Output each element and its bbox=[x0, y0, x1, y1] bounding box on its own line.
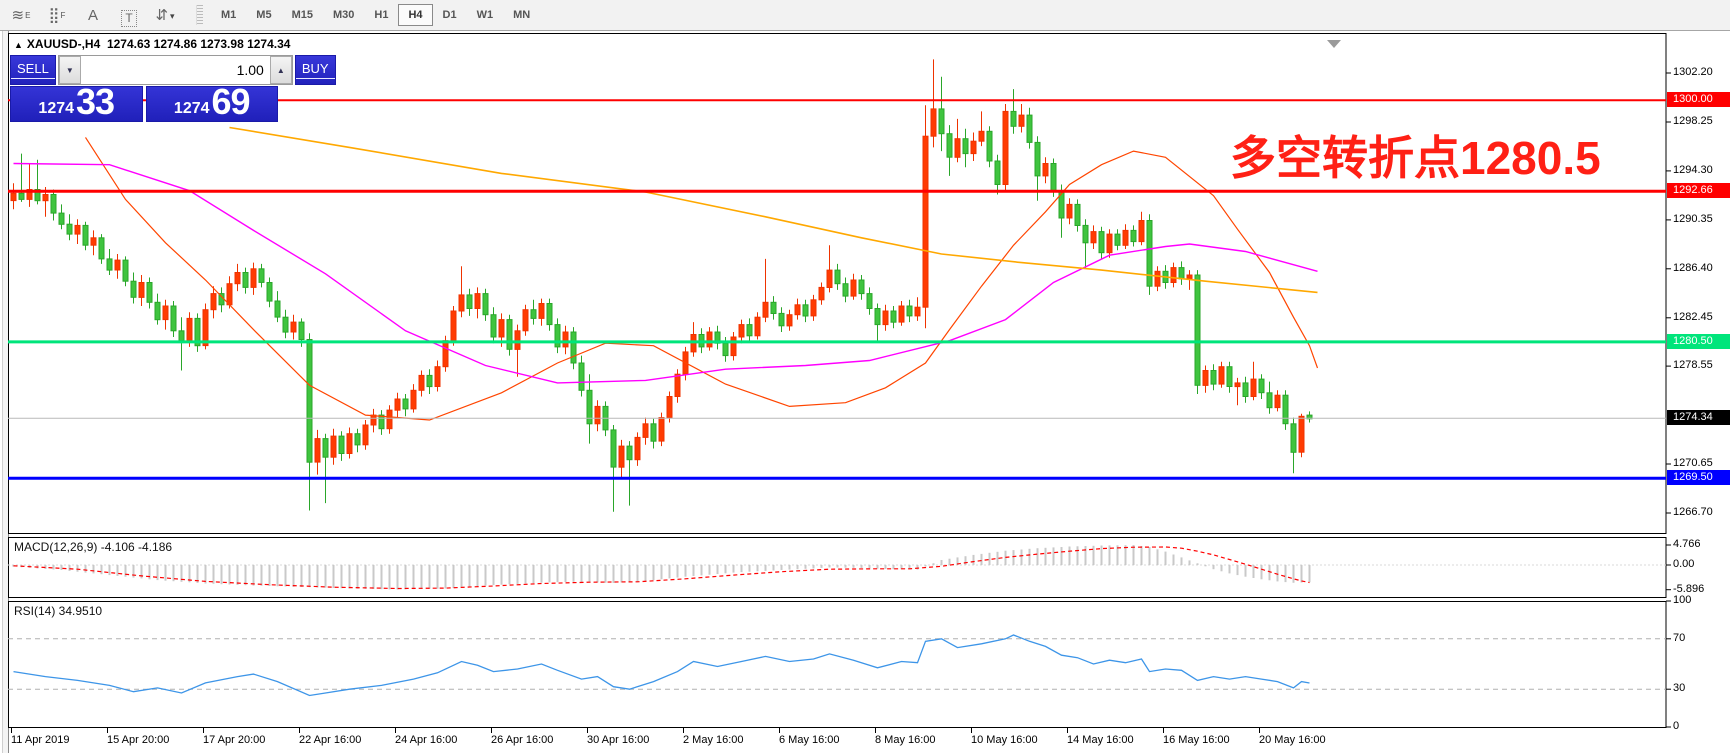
volume-input[interactable] bbox=[80, 56, 270, 84]
level-lines bbox=[8, 40, 1666, 480]
toolbar: ≋ E ⣿ F A T ⇵ ▾ M1 M5 M15 M30 H1 H4 D1 W1 MN bbox=[0, 0, 1730, 31]
equidistant-channel-sub: E bbox=[25, 11, 31, 20]
price-tick-label: 1302.20 bbox=[1673, 66, 1713, 78]
chart-annotation-text: 多空转折点1280.5 bbox=[1230, 132, 1601, 184]
timeframe-button-m15[interactable]: M15 bbox=[291, 9, 313, 21]
macd-panel bbox=[8, 545, 1666, 590]
text-label-icon[interactable]: A bbox=[78, 3, 108, 27]
sell-button[interactable]: SELL bbox=[10, 55, 56, 85]
buy-price-big: 69 bbox=[211, 81, 251, 122]
buy-button[interactable]: BUY bbox=[294, 55, 336, 85]
time-axis-label: 11 Apr 2019 bbox=[11, 734, 70, 746]
ohlc-values: 1274.63 1274.86 1273.98 1274.34 bbox=[106, 37, 291, 51]
chart-shift-marker-icon bbox=[1327, 40, 1341, 48]
axis-ticks bbox=[11, 72, 1671, 733]
rsi-scale-label: 70 bbox=[1673, 632, 1686, 644]
level-price-label: 1269.50 bbox=[1667, 470, 1730, 485]
timeframe-button-m5[interactable]: M5 bbox=[256, 9, 272, 21]
price-tick-label: 1298.25 bbox=[1673, 115, 1713, 127]
price-tick-label: 1286.40 bbox=[1673, 262, 1713, 274]
rsi-panel bbox=[8, 634, 1666, 697]
timeframe-button-m1[interactable]: M1 bbox=[221, 9, 237, 21]
time-axis-label: 6 May 16:00 bbox=[779, 734, 840, 746]
level-price-label: 1300.00 bbox=[1667, 92, 1730, 107]
sell-price-small: 1274 bbox=[38, 100, 75, 117]
chevron-down-icon[interactable]: ▾ bbox=[170, 11, 175, 21]
time-axis-label: 8 May 16:00 bbox=[875, 734, 936, 746]
time-axis-label: 26 Apr 16:00 bbox=[491, 734, 554, 746]
rsi-scale-label: 100 bbox=[1673, 594, 1692, 606]
time-axis-label: 22 Apr 16:00 bbox=[299, 734, 362, 746]
timeframe-button-m30[interactable]: M30 bbox=[332, 9, 355, 21]
one-click-trading-panel: SELL ▼ ▲ BUY 1274 33 1274 69 bbox=[10, 55, 336, 122]
price-tick-label: 1270.65 bbox=[1673, 457, 1713, 469]
text-box-glyph: T bbox=[121, 10, 137, 27]
macd-scale-label: -5.896 bbox=[1673, 583, 1705, 595]
volume-increase-button[interactable]: ▲ bbox=[269, 56, 292, 84]
fibonacci-sub: F bbox=[60, 11, 66, 20]
triangle-down-icon: ▼ bbox=[65, 65, 74, 75]
arrow-objects-glyph: ⇵ bbox=[155, 7, 169, 24]
macd-scale-label: 4.766 bbox=[1673, 538, 1701, 550]
time-axis-label: 24 Apr 16:00 bbox=[395, 734, 458, 746]
text-label-glyph: A bbox=[87, 7, 98, 24]
price-tick-label: 1290.35 bbox=[1673, 213, 1713, 225]
time-axis-label: 15 Apr 20:00 bbox=[107, 734, 170, 746]
buy-price-box[interactable]: 1274 69 bbox=[145, 81, 278, 122]
equidistant-channel-icon[interactable]: ≋ E bbox=[6, 3, 36, 27]
rsi-scale-label: 0 bbox=[1673, 720, 1680, 732]
volume-stepper: ▼ ▲ bbox=[57, 55, 293, 85]
volume-decrease-button[interactable]: ▼ bbox=[58, 56, 81, 84]
price-tick-label: 1266.70 bbox=[1673, 506, 1713, 518]
level-price-label: 1292.66 bbox=[1667, 183, 1730, 198]
fibonacci-glyph: ⣿ bbox=[48, 7, 60, 24]
price-tick-label: 1282.45 bbox=[1673, 311, 1713, 323]
timeframe-button-mn[interactable]: MN bbox=[513, 9, 531, 21]
toolbar-grip-handle[interactable] bbox=[196, 5, 203, 25]
price-tick-label: 1294.30 bbox=[1673, 164, 1713, 176]
level-price-label: 1280.50 bbox=[1667, 334, 1730, 349]
buy-price-small: 1274 bbox=[173, 100, 210, 117]
time-axis-label: 17 Apr 20:00 bbox=[203, 734, 266, 746]
candlesticks bbox=[10, 59, 1313, 512]
moving-averages bbox=[13, 126, 1319, 421]
sell-price-big: 33 bbox=[76, 81, 115, 122]
arrow-objects-icon[interactable]: ⇵ ▾ bbox=[150, 3, 180, 27]
price-tick-label: 1278.55 bbox=[1673, 359, 1713, 371]
rsi-scale-label: 30 bbox=[1673, 682, 1686, 694]
macd-scale-label: 0.00 bbox=[1673, 558, 1695, 570]
timeframe-bar: M1 M5 M15 M30 H1 H4 D1 W1 MN bbox=[211, 4, 540, 26]
fibonacci-icon[interactable]: ⣿ F bbox=[42, 3, 72, 27]
time-axis-label: 20 May 16:00 bbox=[1259, 734, 1326, 746]
current-price-label: 1274.34 bbox=[1667, 410, 1730, 425]
time-axis-label: 2 May 16:00 bbox=[683, 734, 744, 746]
triangle-up-icon: ▲ bbox=[276, 65, 285, 75]
time-axis-label: 14 May 16:00 bbox=[1067, 734, 1134, 746]
timeframe-button-w1[interactable]: W1 bbox=[476, 9, 494, 21]
macd-label: MACD(12,26,9) -4.106 -4.186 bbox=[14, 540, 173, 554]
timeframe-button-h1[interactable]: H1 bbox=[374, 9, 389, 21]
chart-title: ▲ XAUUSD-,H4 1274.63 1274.86 1273.98 1274… bbox=[14, 37, 290, 51]
sell-price-box[interactable]: 1274 33 bbox=[10, 81, 143, 122]
equidistant-channel-glyph: ≋ bbox=[11, 7, 25, 24]
collapse-triangle-icon[interactable]: ▲ bbox=[14, 40, 23, 50]
time-axis-label: 10 May 16:00 bbox=[971, 734, 1038, 746]
timeframe-button-d1[interactable]: D1 bbox=[442, 9, 457, 21]
time-axis-label: 30 Apr 16:00 bbox=[587, 734, 650, 746]
text-box-icon[interactable]: T bbox=[114, 3, 144, 27]
time-axis-label: 16 May 16:00 bbox=[1163, 734, 1230, 746]
timeframe-button-h4[interactable]: H4 bbox=[398, 4, 433, 26]
rsi-label: RSI(14) 34.9510 bbox=[14, 604, 103, 618]
symbol-label: XAUUSD-,H4 bbox=[26, 37, 101, 51]
